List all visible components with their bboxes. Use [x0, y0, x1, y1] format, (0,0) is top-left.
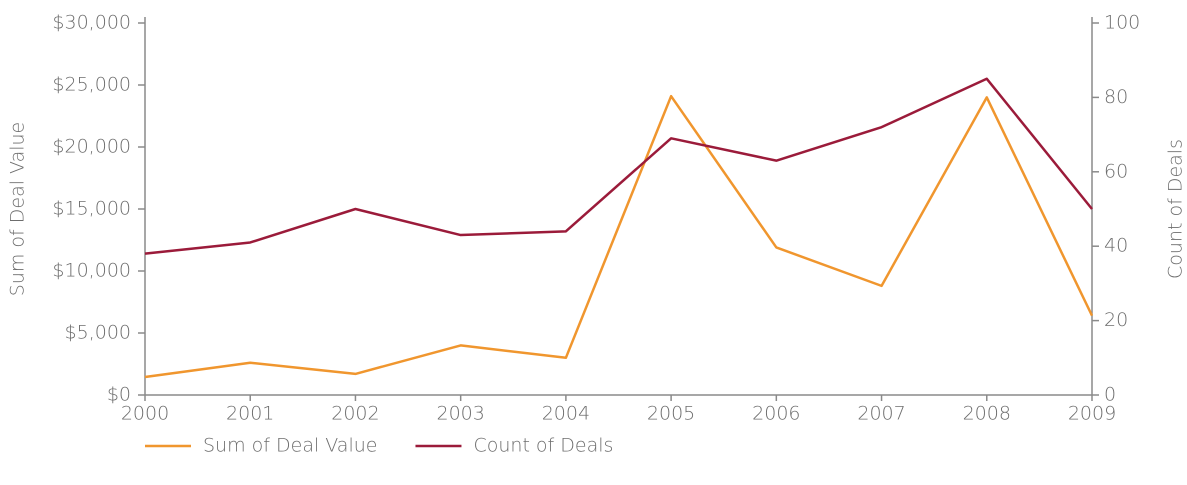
y-tick-label: $30,000	[52, 12, 131, 34]
x-tick-label: 2008	[963, 403, 1011, 425]
x-tick-label: 2006	[752, 403, 800, 425]
y-tick-label: $0	[107, 384, 131, 406]
y-tick-label: $15,000	[52, 198, 131, 220]
legend-label: Sum of Deal Value	[203, 435, 377, 457]
series-line	[144, 77, 1093, 255]
y2-tick-label: 20	[1104, 309, 1128, 331]
y2-tick-label: 0	[1104, 384, 1116, 406]
y2-tick-label: 40	[1104, 235, 1128, 257]
x-tick-label: 2009	[1068, 403, 1116, 425]
y-tick-label: $20,000	[52, 136, 131, 158]
x-tick-label: 2005	[647, 403, 695, 425]
x-tick-label: 2002	[331, 403, 379, 425]
y-tick-label: $10,000	[52, 260, 131, 282]
y-tick-label: $5,000	[65, 322, 131, 344]
x-tick-label: 2001	[226, 403, 274, 425]
y2-tick-label: 60	[1104, 160, 1128, 182]
y2-tick-label: 100	[1104, 12, 1140, 34]
y-axis-title: Sum of Deal Value	[7, 122, 29, 296]
x-tick-label: 2004	[542, 403, 590, 425]
x-tick-label: 2000	[121, 403, 169, 425]
y2-axis-title: Count of Deals	[1165, 139, 1187, 279]
x-tick-label: 2003	[436, 403, 484, 425]
x-tick-label: 2007	[857, 403, 905, 425]
y2-tick-label: 80	[1104, 86, 1128, 108]
legend-label: Count of Deals	[473, 435, 613, 457]
y-tick-label: $25,000	[52, 74, 131, 96]
series-line	[144, 94, 1094, 379]
